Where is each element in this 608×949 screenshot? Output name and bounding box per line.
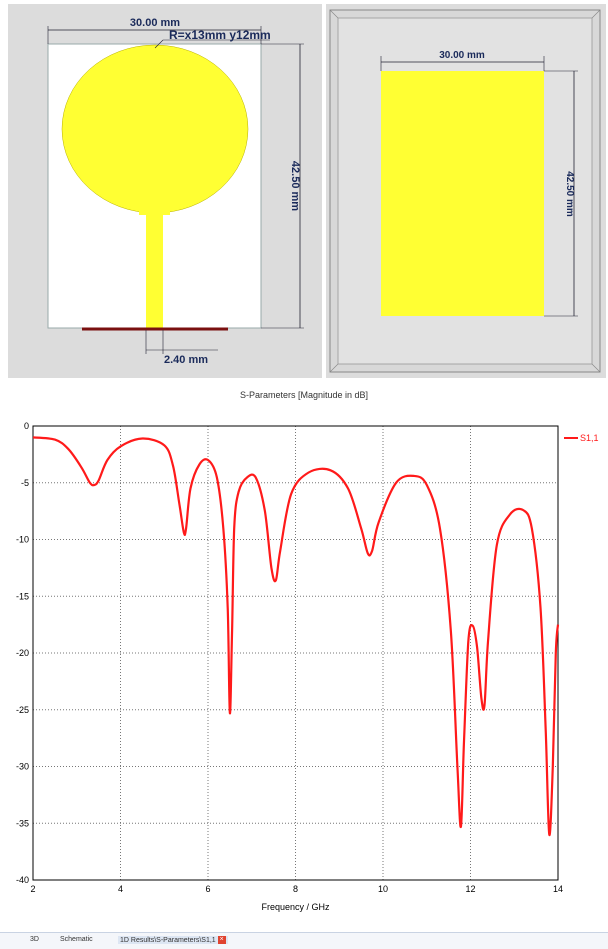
feed-stub bbox=[139, 207, 170, 215]
height-dim-label: 42.50 mm bbox=[289, 161, 301, 211]
frame-corner bbox=[329, 9, 339, 19]
tab-schematic[interactable]: Schematic bbox=[60, 936, 93, 943]
x-tick-label: 10 bbox=[378, 884, 388, 894]
y-tick-label: -35 bbox=[16, 818, 29, 828]
frame-corner bbox=[591, 9, 601, 19]
antenna-back-view: 30.00 mm 42.50 mm bbox=[326, 4, 606, 378]
x-tick-label: 8 bbox=[293, 884, 298, 894]
height-dim-label: 42.50 mm bbox=[564, 171, 575, 217]
grid bbox=[32, 425, 559, 881]
radius-label: R=x13mm y12mm bbox=[169, 28, 271, 42]
frame-corner bbox=[591, 363, 601, 373]
y-tick-label: -25 bbox=[16, 705, 29, 715]
legend-label-s11: S1,1 bbox=[580, 433, 599, 443]
y-tick-label: -40 bbox=[16, 875, 29, 885]
y-tick-label: -30 bbox=[16, 762, 29, 772]
y-tick-label: -15 bbox=[16, 591, 29, 601]
y-tick-label: 0 bbox=[24, 421, 29, 431]
tab-results-label: 1D Results\S-Parameters\S1,1 bbox=[120, 936, 216, 944]
close-icon[interactable]: × bbox=[217, 936, 226, 944]
elliptical-patch bbox=[61, 44, 249, 214]
width-dim-label: 30.00 mm bbox=[439, 50, 485, 61]
series-line-s11 bbox=[32, 436, 560, 836]
chart-title: S-Parameters [Magnitude in dB] bbox=[239, 390, 369, 400]
s-parameter-chart: 2 4 6 8 10 12 140-5-10-15-20-25-30-35-40 S1,1 … bbox=[16, 421, 599, 912]
y-tick-label: -5 bbox=[21, 478, 29, 488]
bottom-tab-bar: 3D Schematic 1D Results\S-Parameters\S1,… bbox=[0, 932, 608, 949]
plot-frame bbox=[32, 425, 559, 881]
feed-dim-label: 2.40 mm bbox=[164, 354, 208, 366]
ground-plane bbox=[381, 71, 544, 316]
x-tick-label: 12 bbox=[465, 884, 475, 894]
front-view-canvas: 30.00 mm R=x13mm y12mm 42.50 mm 2.40 mm bbox=[47, 17, 304, 366]
y-tick-label: -10 bbox=[16, 535, 29, 545]
radius-leader bbox=[154, 39, 164, 49]
width-dim-label: 30.00 mm bbox=[130, 17, 180, 29]
x-tick-label: 4 bbox=[118, 884, 123, 894]
frame-corner bbox=[329, 363, 339, 373]
x-tick-label: 2 bbox=[30, 884, 35, 894]
x-tick-label: 6 bbox=[205, 884, 210, 894]
y-tick-label: -20 bbox=[16, 648, 29, 658]
back-view-canvas: 30.00 mm 42.50 mm bbox=[329, 9, 601, 373]
antenna-front-view: 30.00 mm R=x13mm y12mm 42.50 mm 2.40 mm bbox=[8, 4, 322, 378]
tick-labels: 2 4 6 8 10 12 14 0 -5 -10 -15 -20 -25 -30 -35 -40 bbox=[16, 421, 563, 894]
x-axis-label: Frequency / GHz bbox=[261, 902, 330, 912]
tab-results-s11[interactable]: 1D Results\S-Parameters\S1,1 × bbox=[118, 936, 228, 944]
x-tick-label: 14 bbox=[553, 884, 563, 894]
tab-3d[interactable]: 3D bbox=[30, 936, 39, 943]
feed-line bbox=[146, 207, 163, 330]
